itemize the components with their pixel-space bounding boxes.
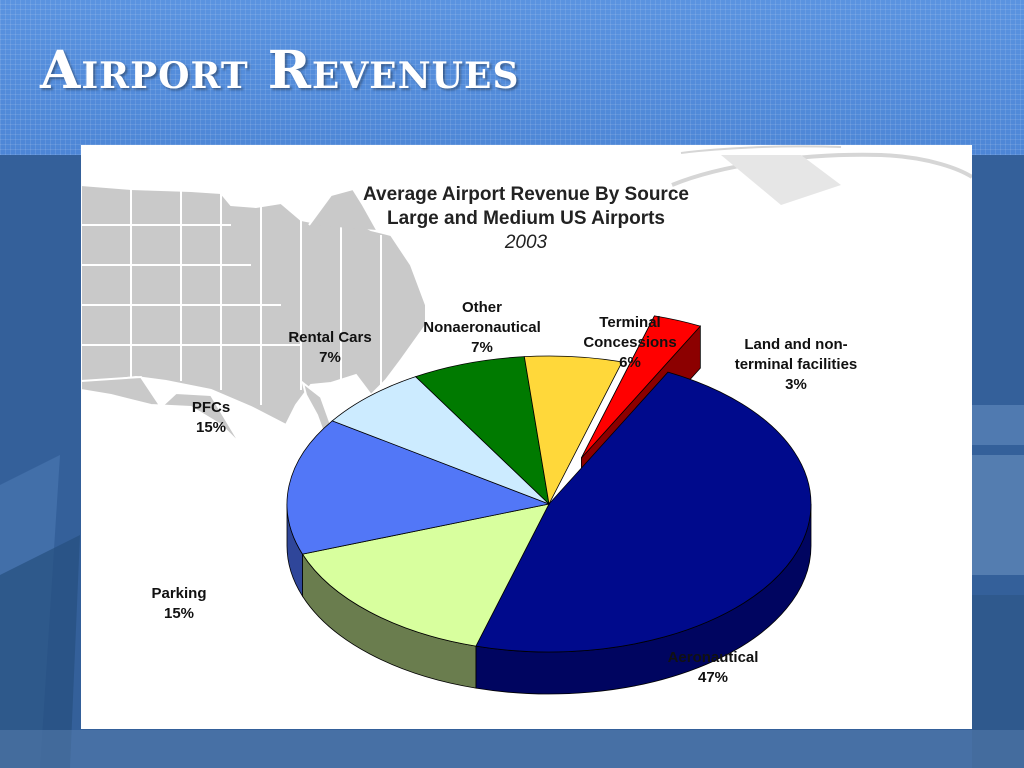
pie-slice-land-and-non-terminal-facilities [581, 315, 702, 459]
label-other-nonaeronautical-line2: Nonaeronautical [423, 319, 541, 336]
label-terminal-concessions-line1: Terminal [599, 314, 661, 331]
label-land-facilities: Land and non- terminal facilities 3% [711, 335, 881, 395]
pie-slice-parking [301, 503, 550, 647]
label-land-facilities-line2: terminal facilities [734, 356, 858, 373]
plane-decoration [671, 145, 972, 205]
label-terminal-concessions-line2: Concessions [583, 334, 677, 351]
label-other-nonaeronautical: Other Nonaeronautical 7% [402, 298, 562, 358]
label-other-nonaeronautical-value: 7% [471, 339, 493, 356]
chart-year: 2003 [504, 232, 548, 253]
label-terminal-concessions: Terminal Concessions 6% [565, 313, 695, 373]
pie-slice-rental-cars [331, 376, 550, 505]
label-aeronautical-name: Aeronautical [667, 649, 759, 666]
slide-title: Airport Revenues [40, 40, 520, 101]
pie-slice-pfcs [286, 420, 551, 555]
chart-panel: Average Airport Revenue By Source Large … [81, 145, 972, 729]
chart-title: Average Airport Revenue By Source [363, 184, 689, 205]
label-pfcs-value: 15% [195, 419, 227, 436]
pie-slices [286, 315, 812, 695]
label-rental-cars: Rental Cars 7% [265, 328, 395, 368]
label-parking-name: Parking [151, 585, 207, 602]
pie-slice-terminal-concessions [523, 355, 623, 506]
label-parking-value: 15% [163, 605, 195, 622]
label-terminal-concessions-value: 6% [619, 354, 641, 371]
label-land-facilities-line1: Land and non- [744, 336, 848, 353]
label-parking: Parking 15% [129, 584, 229, 624]
chart-subtitle: Large and Medium US Airports [387, 208, 665, 229]
title-band: Airport Revenues [0, 0, 1024, 157]
pie-chart [81, 145, 972, 695]
label-land-facilities-value: 3% [785, 376, 807, 393]
pie-slice-aeronautical [475, 371, 812, 653]
label-aeronautical-value: 47% [697, 669, 729, 686]
label-rental-cars-name: Rental Cars [288, 329, 372, 346]
label-pfcs-name: PFCs [191, 399, 231, 416]
label-aeronautical: Aeronautical 47% [648, 648, 778, 688]
label-rental-cars-value: 7% [319, 349, 341, 366]
pie-slice-other-nonaeronautical [414, 356, 550, 506]
label-other-nonaeronautical-line1: Other [461, 299, 502, 316]
label-pfcs: PFCs 15% [161, 398, 261, 438]
